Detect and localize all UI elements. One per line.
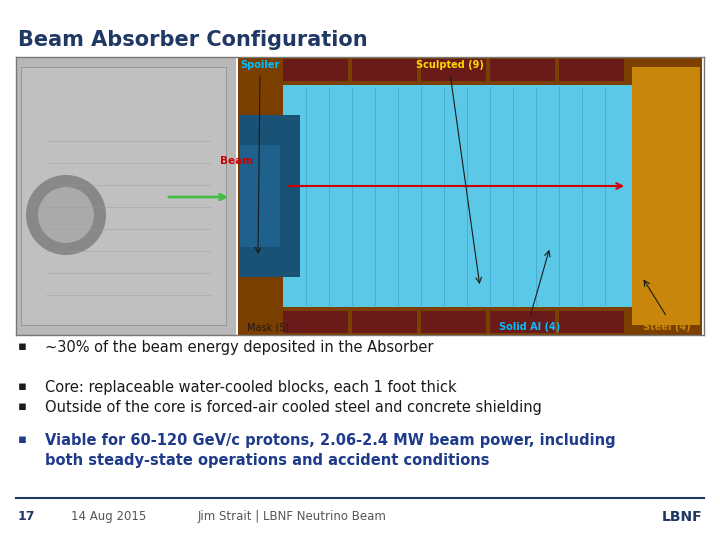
Text: 14 Aug 2015: 14 Aug 2015 [71, 510, 146, 523]
Bar [240, 145, 280, 247]
Bar [352, 59, 417, 81]
Text: Jim Strait | LBNF Neutrino Beam: Jim Strait | LBNF Neutrino Beam [198, 510, 387, 523]
Circle shape [26, 175, 106, 255]
Bar [632, 67, 700, 325]
Bar [283, 59, 348, 81]
Bar [559, 59, 624, 81]
Bar [421, 59, 486, 81]
Circle shape [38, 187, 94, 243]
Text: ▪: ▪ [18, 400, 27, 413]
Text: ~30% of the beam energy deposited in the Absorber: ~30% of the beam energy deposited in the… [45, 340, 434, 355]
Text: 17: 17 [18, 510, 35, 523]
Text: Solid Al (4): Solid Al (4) [500, 322, 561, 332]
Text: Viable for 60-120 GeV/c protons, 2.06-2.4 MW beam power, including: Viable for 60-120 GeV/c protons, 2.06-2.… [45, 433, 616, 448]
Bar [421, 311, 486, 333]
Text: Steel (4): Steel (4) [643, 322, 690, 332]
Bar [283, 85, 632, 307]
Bar [352, 311, 417, 333]
Text: Beam Absorber Configuration: Beam Absorber Configuration [18, 30, 368, 50]
Text: ▪: ▪ [18, 433, 27, 446]
Text: Outside of the core is forced-air cooled steel and concrete shielding: Outside of the core is forced-air cooled… [45, 400, 542, 415]
Bar [283, 311, 348, 333]
Text: ▪: ▪ [18, 380, 27, 393]
Bar [559, 311, 624, 333]
Bar [238, 57, 702, 335]
Bar [490, 59, 555, 81]
Bar [240, 115, 300, 277]
Text: both steady-state operations and accident conditions: both steady-state operations and acciden… [45, 453, 490, 468]
Bar [16, 57, 236, 335]
Text: LBNF: LBNF [662, 510, 702, 524]
Text: Spoiler: Spoiler [240, 60, 279, 70]
Text: Core: replaceable water-cooled blocks, each 1 foot thick: Core: replaceable water-cooled blocks, e… [45, 380, 457, 395]
Bar [490, 311, 555, 333]
Text: Mask (5): Mask (5) [247, 322, 289, 332]
Text: Beam: Beam [220, 156, 253, 166]
FancyBboxPatch shape [21, 67, 226, 325]
Text: ▪: ▪ [18, 340, 27, 353]
Text: Sculpted (9): Sculpted (9) [416, 60, 484, 70]
